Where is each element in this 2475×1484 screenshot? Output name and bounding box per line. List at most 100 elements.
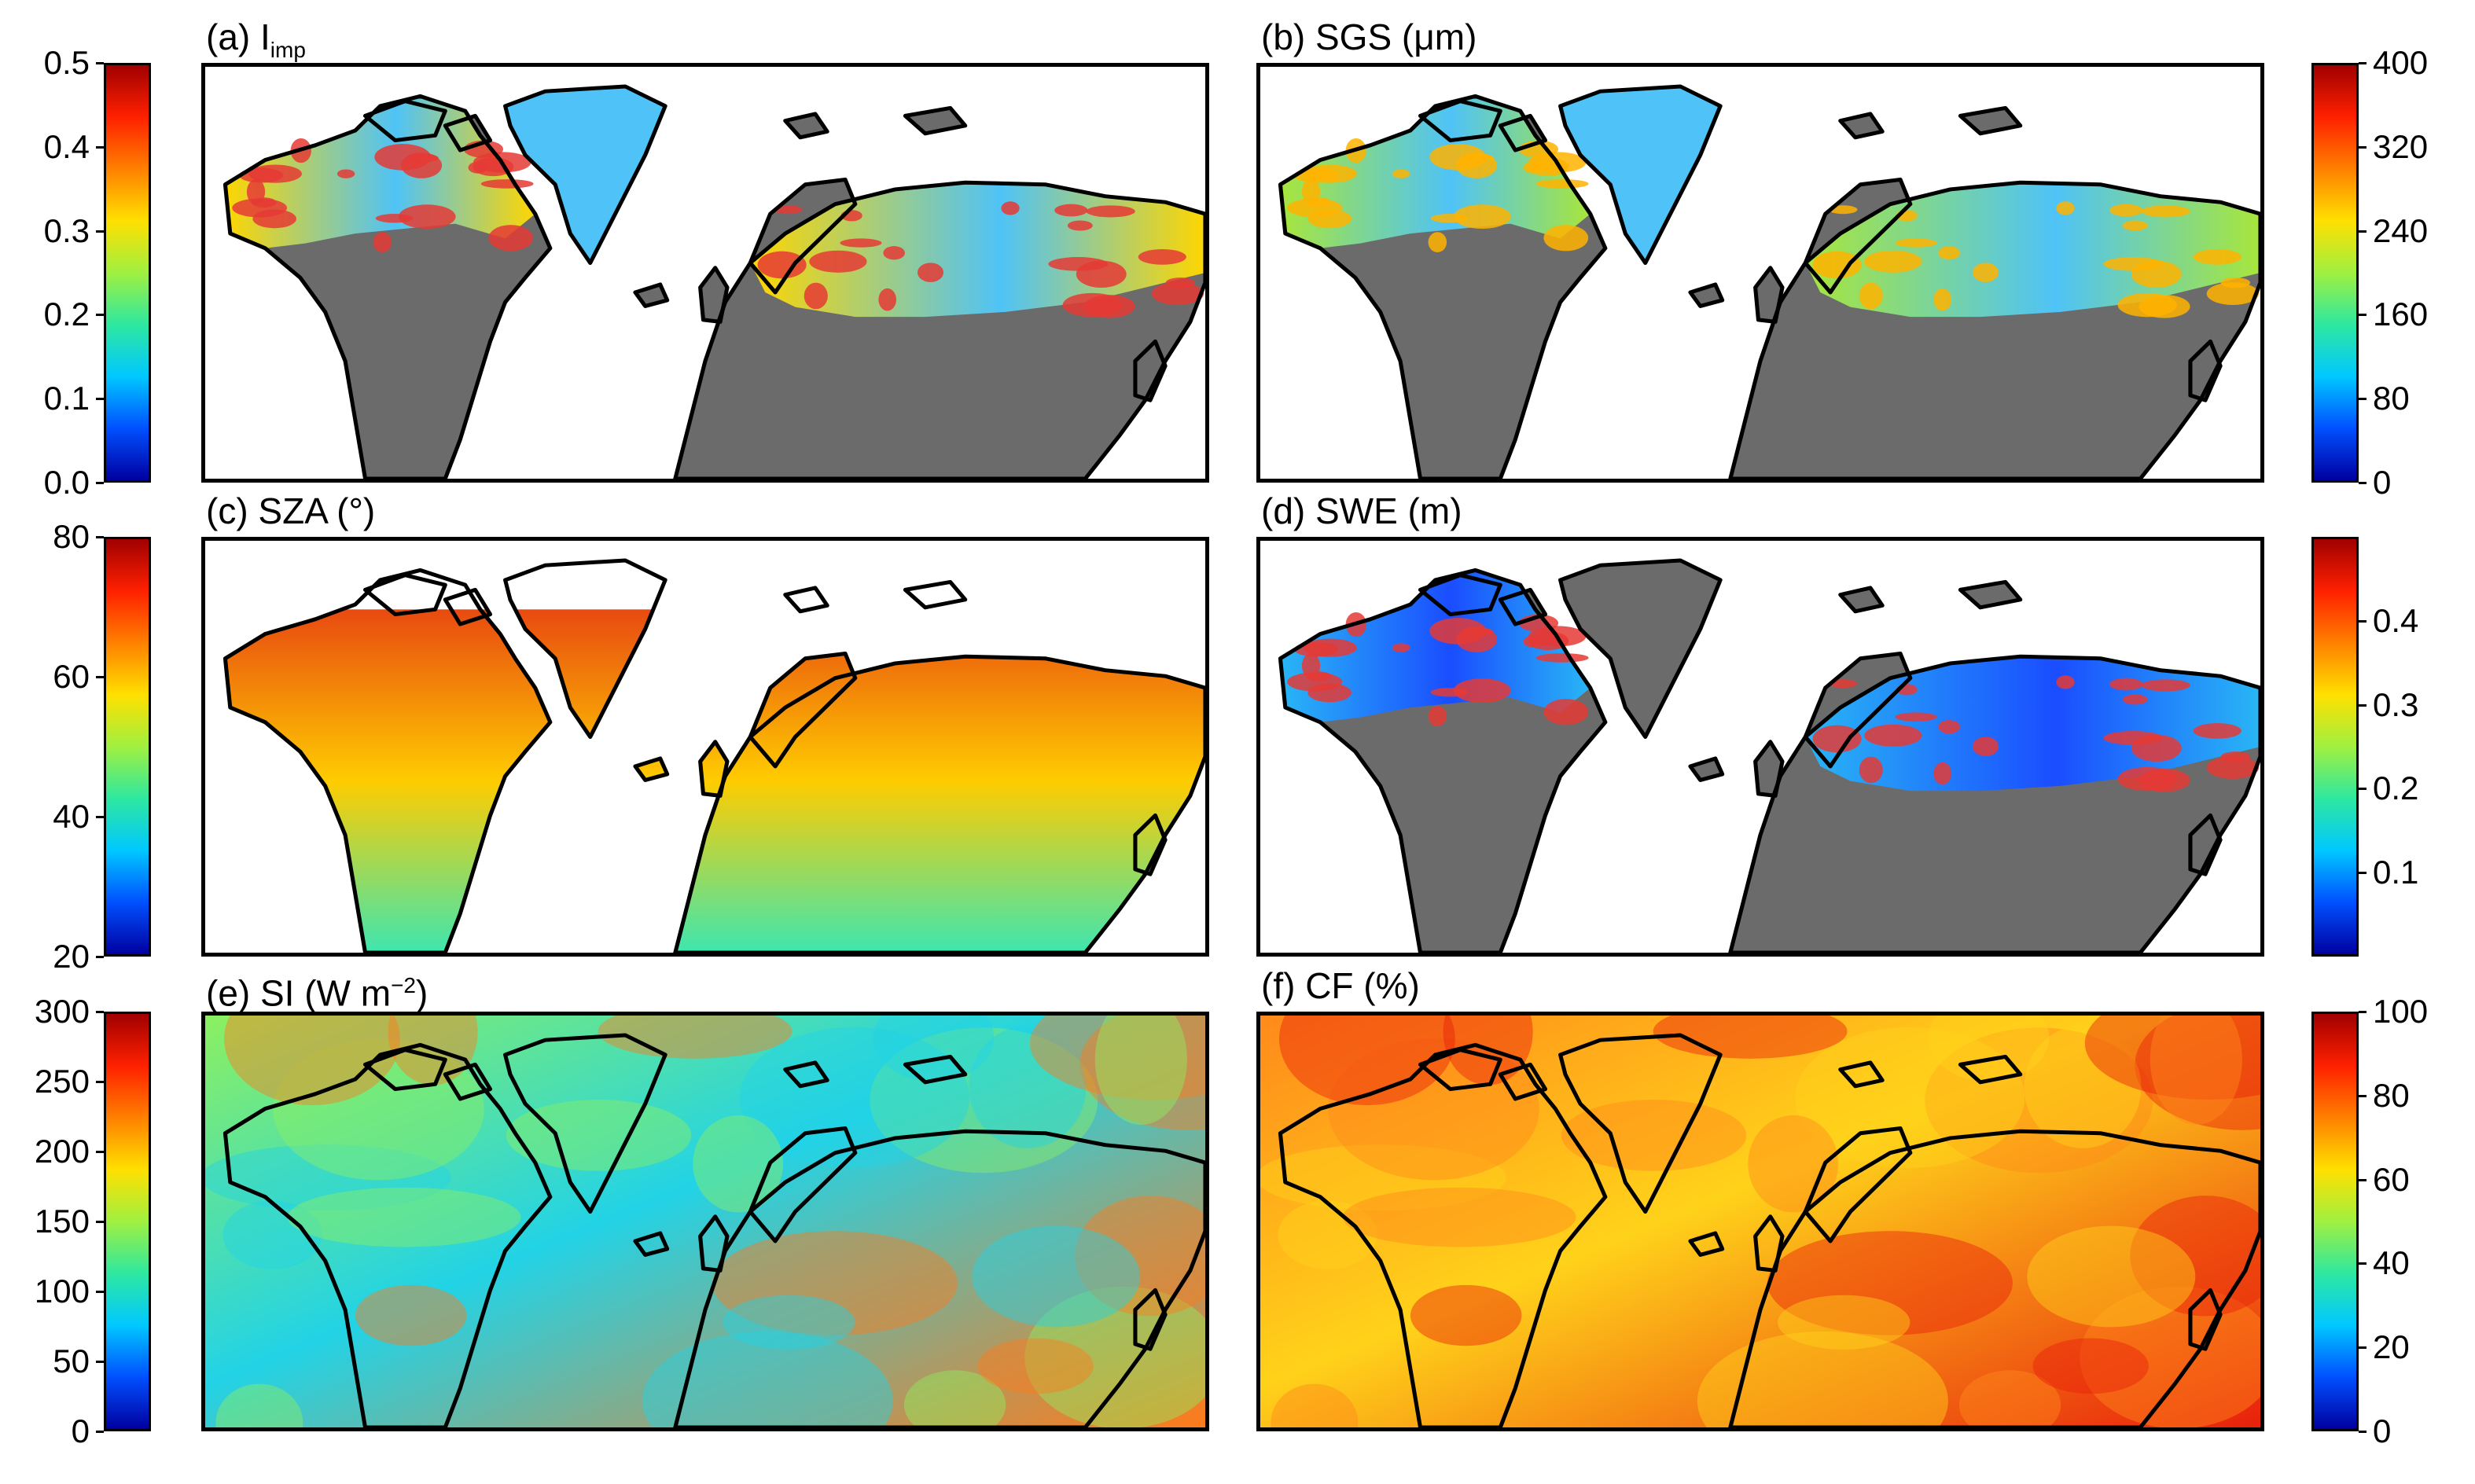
colorbar-tick-c: 40 [53, 798, 90, 835]
coastline-arctic2 [443, 587, 493, 626]
colorbar-tick-mark [2359, 230, 2367, 233]
snow-hotspot [336, 169, 355, 178]
snow-hotspot [1864, 250, 1922, 273]
field-blob [1958, 1370, 2061, 1427]
snow-hotspot [1430, 688, 1469, 697]
map-panel-d [1256, 537, 2264, 957]
coastline-arctic2 [1498, 113, 1548, 152]
colorbar-tick-a: 0.0 [43, 464, 90, 501]
snow-hotspot [1933, 762, 1951, 785]
colorbar-tick-mark [96, 1291, 104, 1293]
coastline-britain [698, 740, 730, 798]
snow-hotspot [1535, 179, 1589, 189]
snow-hotspot [2109, 678, 2143, 691]
colorbar-tick-mark [2359, 703, 2367, 707]
colorbar-tick-c: 80 [53, 518, 90, 555]
coastline-nz_islands [1958, 1054, 2023, 1085]
coastline-britain [1753, 1214, 1785, 1273]
colorbar-tick-a: 0.4 [43, 127, 90, 165]
colorbar-tick-mark [96, 1361, 104, 1363]
coastline-namerica [222, 94, 553, 479]
snow-hotspot [1462, 153, 1494, 163]
field-background [1260, 1016, 2260, 1427]
panel-title-text: (f) CF (%) [1261, 965, 1420, 1006]
coastline-eurasia [673, 180, 1205, 479]
field-blob [642, 1331, 893, 1427]
snow-hotspot [374, 144, 432, 171]
snow-cover-namerica [1280, 96, 1591, 248]
coastline-arctic1 [362, 1048, 447, 1092]
coastline-namerica [222, 1042, 553, 1427]
coastline-arctic2 [1498, 1062, 1548, 1101]
coastline-britain [698, 1214, 730, 1273]
colorbar-tick-mark [96, 1221, 104, 1223]
colorbar-tick-mark [96, 1431, 104, 1433]
field-blob [1410, 1284, 1522, 1346]
colorbar-tick-a: 0.5 [43, 44, 90, 81]
field-blob [1928, 1016, 2050, 1082]
field-blob [1342, 1187, 1576, 1247]
snow-hotspot [1933, 288, 1951, 311]
snow-hotspot [1429, 144, 1487, 171]
snow-hotspot [1086, 205, 1135, 218]
panel-title-text: (d) SWE (m) [1261, 490, 1462, 531]
field-blob [205, 1144, 451, 1211]
coastline-eurasia [1728, 180, 2260, 479]
colorbar-tick-b: 320 [2373, 127, 2429, 165]
snow-hotspot [1165, 277, 1196, 288]
map-svg-f [1260, 1016, 2260, 1427]
snow-hotspot [1067, 220, 1093, 231]
panel-title-f: (f) CF (%) [1261, 968, 1420, 1004]
coastline-scand [748, 651, 858, 769]
map-panel-e [201, 1012, 1209, 1431]
snow-hotspot [1812, 725, 1862, 753]
colorbar-tick-a: 0.1 [43, 380, 90, 417]
panel-title-a: (a) Iimp [206, 19, 306, 68]
coastline-greenland [503, 1033, 667, 1214]
snow-hotspot [2122, 694, 2148, 705]
snow-hotspot [2122, 220, 2148, 231]
coastline-iceland [633, 756, 670, 782]
coastline-svalbard [1838, 586, 1885, 614]
snow-hotspot [1301, 178, 1321, 204]
snow-cover-namerica [1280, 570, 1591, 722]
field-background [205, 1016, 1205, 1427]
coastline-greenland [1558, 558, 1723, 740]
colorbar-tick-f: 100 [2373, 993, 2429, 1030]
colorbar-tick-e: 300 [34, 993, 90, 1030]
snow-hotspot [1453, 678, 1511, 703]
coastline-japan [2188, 813, 2223, 876]
coastline-eurasia [1728, 1129, 2260, 1427]
colorbar-tick-b: 80 [2373, 380, 2410, 417]
panel-title-text: (c) SZA (°) [206, 490, 376, 531]
field-blob [977, 1338, 1094, 1394]
snow-hotspot [1392, 169, 1410, 178]
coastline-arctic1 [1418, 99, 1502, 143]
coastline-scand [1803, 651, 1913, 769]
colorbar-b [2311, 63, 2359, 483]
snow-hotspot [2206, 756, 2260, 779]
snow-hotspot [2193, 248, 2241, 265]
colorbar-tick-f: 80 [2373, 1076, 2410, 1114]
snow-hotspot [804, 282, 828, 310]
colorbar-tick-e: 50 [53, 1343, 90, 1379]
snow-hotspot [1001, 201, 1020, 215]
coastline-greenland [503, 84, 667, 266]
coastline-britain [698, 266, 730, 324]
colorbar-tick-mark [2359, 619, 2367, 623]
snow-hotspot [488, 225, 534, 252]
snow-cover-namerica [225, 96, 535, 248]
coastline-scand [1803, 1126, 1913, 1243]
snow-hotspot [1972, 736, 1999, 756]
map-svg-b [1278, 84, 2260, 479]
snow-hotspot [757, 251, 807, 279]
colorbar-tick-mark [2359, 1178, 2367, 1181]
snow-hotspot [878, 288, 896, 311]
snow-hotspot [2103, 731, 2164, 745]
colorbar-tick-e: 0 [71, 1412, 90, 1449]
greenland-snow [1560, 560, 1721, 737]
snow-hotspot [809, 250, 867, 273]
panel-title-text: (b) SGS (μm) [1261, 17, 1477, 57]
colorbar-c [104, 537, 151, 957]
